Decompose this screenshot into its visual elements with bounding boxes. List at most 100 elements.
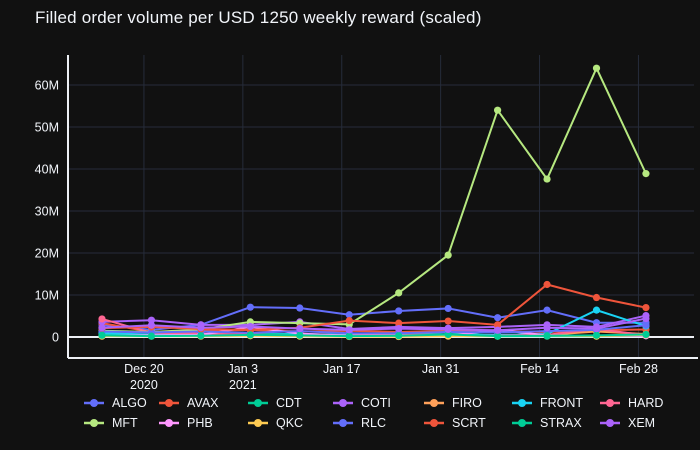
data-point-XEM-Dec 20[interactable] <box>147 321 156 329</box>
data-point-SCRT-Jan 17[interactable] <box>345 317 353 325</box>
series-line-MFT <box>101 65 647 333</box>
legend-label-ALGO: ALGO <box>112 396 147 410</box>
data-point-XEM-Jan 3[interactable] <box>246 322 254 331</box>
series-line-XEM <box>101 317 647 332</box>
data-point-XEM-Dec 27[interactable] <box>197 324 205 332</box>
data-point-STRAX-Dec 27[interactable] <box>197 332 205 340</box>
data-point-COTI-Dec 20[interactable] <box>147 316 156 324</box>
data-point-SCRT-Feb 21[interactable] <box>592 293 601 302</box>
series-line-RLC <box>101 324 647 335</box>
x-tick-label: Dec 20 <box>124 362 164 376</box>
legend-marker-COTI <box>333 399 353 407</box>
x-tick-label-year: 2021 <box>229 378 257 392</box>
data-point-MFT-Jan 24[interactable] <box>395 289 403 297</box>
data-point-ALGO-Jan 17[interactable] <box>345 311 353 319</box>
legend-item-FRONT[interactable]: FRONT <box>511 394 583 412</box>
series-XEM[interactable] <box>98 314 650 334</box>
legend-item-SCRT[interactable]: SCRT <box>423 414 486 432</box>
legend-item-XEM[interactable]: XEM <box>599 414 655 432</box>
x-tick-label: Jan 17 <box>323 362 361 376</box>
series-STRAX[interactable] <box>98 330 650 340</box>
legend-label-STRAX: STRAX <box>540 416 582 430</box>
legend-marker-RLC <box>333 419 353 427</box>
data-point-SCRT-Feb 28[interactable] <box>642 304 650 312</box>
data-point-MFT-Feb 21[interactable] <box>592 64 601 72</box>
legend-item-MFT[interactable]: MFT <box>83 414 138 432</box>
series-line-ALGO <box>101 306 646 331</box>
data-point-XEM-Jan 17[interactable] <box>345 326 353 334</box>
data-point-XEM-Jan 24[interactable] <box>395 325 403 333</box>
data-point-FRONT-Feb 21[interactable] <box>592 306 601 314</box>
x-tick-label-year: 2020 <box>130 378 158 392</box>
data-point-STRAX-Jan 24[interactable] <box>395 332 403 340</box>
x-tick-label: Feb 28 <box>619 362 658 376</box>
chart-title: Filled order volume per USD 1250 weekly … <box>35 8 482 27</box>
legend-item-STRAX[interactable]: STRAX <box>511 414 582 432</box>
data-point-XEM-Jan 10[interactable] <box>296 325 304 333</box>
data-point-XEM-Feb 14[interactable] <box>543 324 551 332</box>
data-point-MFT-Jan 31[interactable] <box>444 251 452 259</box>
legend-label-QKC: QKC <box>276 416 304 430</box>
data-point-STRAX-Feb 21[interactable] <box>592 331 601 339</box>
legend-marker-HARD <box>600 399 620 407</box>
legend-item-COTI[interactable]: COTI <box>332 394 391 412</box>
data-point-ALGO-Jan 10[interactable] <box>296 304 304 312</box>
data-point-MFT-Feb 14[interactable] <box>543 175 551 183</box>
legend-label-MFT: MFT <box>112 416 138 430</box>
data-point-STRAX-Feb 7[interactable] <box>494 332 502 340</box>
data-point-SCRT-Feb 14[interactable] <box>543 280 551 289</box>
legend-label-COTI: COTI <box>361 396 391 410</box>
legend-label-SCRT: SCRT <box>452 416 486 430</box>
data-point-STRAX-Dec 13[interactable] <box>98 331 106 339</box>
x-tick-label: Jan 3 <box>228 362 259 376</box>
legend-item-ALGO[interactable]: ALGO <box>83 394 147 412</box>
series-line-STRAX <box>101 333 646 338</box>
data-point-XEM-Feb 7[interactable] <box>494 326 502 334</box>
y-tick-label: 20M <box>35 247 59 261</box>
legend-marker-SCRT <box>424 419 444 427</box>
data-point-RLC-Feb 28[interactable] <box>642 321 650 329</box>
data-point-MFT-Feb 28[interactable] <box>642 170 650 178</box>
legend-label-FRONT: FRONT <box>540 396 584 410</box>
data-point-STRAX-Feb 14[interactable] <box>543 332 551 340</box>
data-point-STRAX-Jan 17[interactable] <box>345 332 353 340</box>
legend-item-RLC[interactable]: RLC <box>332 414 386 432</box>
legend-label-FIRO: FIRO <box>452 396 482 410</box>
y-tick-label: 0 <box>52 331 59 345</box>
data-point-ALGO-Jan 24[interactable] <box>395 307 403 315</box>
legend-item-CDT[interactable]: CDT <box>247 394 302 412</box>
legend-label-RLC: RLC <box>361 416 387 430</box>
legend-marker-ALGO <box>84 399 104 407</box>
data-point-STRAX-Jan 10[interactable] <box>296 331 304 339</box>
data-point-MFT-Feb 7[interactable] <box>494 106 502 114</box>
data-point-ALGO-Jan 31[interactable] <box>444 304 452 313</box>
legend-item-HARD[interactable]: HARD <box>599 394 663 412</box>
y-tick-label: 60M <box>35 79 59 93</box>
legend-item-AVAX[interactable]: AVAX <box>158 394 219 412</box>
data-point-STRAX-Jan 31[interactable] <box>444 330 452 339</box>
data-point-HARD-Dec 13[interactable] <box>98 315 106 323</box>
data-point-STRAX-Jan 3[interactable] <box>246 331 254 339</box>
x-tick-label: Feb 14 <box>520 362 559 376</box>
legend-marker-XEM <box>600 419 620 427</box>
data-point-XEM-Feb 28[interactable] <box>642 314 650 323</box>
data-point-XEM-Dec 13[interactable] <box>98 324 106 332</box>
y-tick-label: 10M <box>35 289 59 303</box>
data-point-ALGO-Feb 7[interactable] <box>494 314 502 322</box>
y-tick-label: 50M <box>35 121 59 135</box>
y-tick-label: 30M <box>35 205 59 219</box>
legend-marker-FRONT <box>512 399 532 407</box>
data-point-SCRT-Feb 7[interactable] <box>494 321 502 329</box>
data-point-XEM-Feb 21[interactable] <box>592 325 601 333</box>
data-point-ALGO-Feb 14[interactable] <box>543 306 551 314</box>
data-point-SCRT-Jan 31[interactable] <box>444 317 452 325</box>
data-point-ALGO-Jan 3[interactable] <box>246 303 254 311</box>
legend-item-FIRO[interactable]: FIRO <box>423 394 482 412</box>
data-point-SCRT-Jan 24[interactable] <box>395 319 403 327</box>
data-point-STRAX-Feb 28[interactable] <box>642 330 650 339</box>
legend-marker-FIRO <box>424 399 444 407</box>
data-point-XEM-Jan 31[interactable] <box>444 325 452 334</box>
legend-item-QKC[interactable]: QKC <box>247 414 303 432</box>
legend-item-PHB[interactable]: PHB <box>158 414 213 432</box>
data-point-STRAX-Dec 20[interactable] <box>147 332 156 340</box>
